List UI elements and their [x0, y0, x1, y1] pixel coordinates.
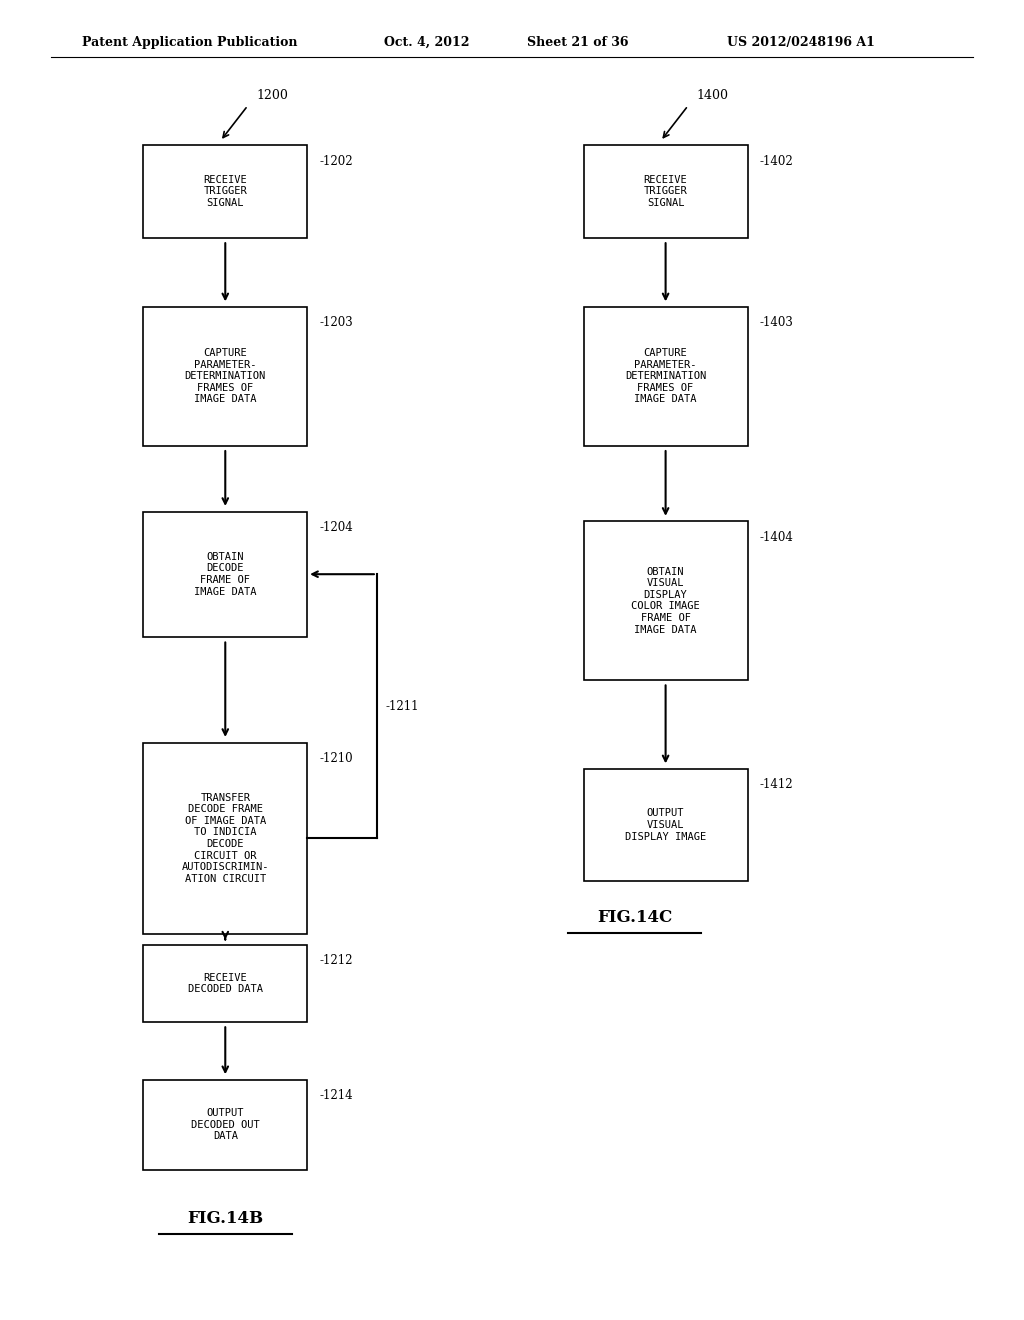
FancyBboxPatch shape — [584, 768, 748, 882]
Text: -1404: -1404 — [760, 531, 794, 544]
Text: -1412: -1412 — [760, 779, 794, 791]
Text: CAPTURE
PARAMETER-
DETERMINATION
FRAMES OF
IMAGE DATA: CAPTURE PARAMETER- DETERMINATION FRAMES … — [625, 348, 707, 404]
Text: OBTAIN
VISUAL
DISPLAY
COLOR IMAGE
FRAME OF
IMAGE DATA: OBTAIN VISUAL DISPLAY COLOR IMAGE FRAME … — [631, 566, 700, 635]
Text: RECEIVE
DECODED DATA: RECEIVE DECODED DATA — [187, 973, 263, 994]
Text: US 2012/0248196 A1: US 2012/0248196 A1 — [727, 36, 874, 49]
Text: OUTPUT
DECODED OUT
DATA: OUTPUT DECODED OUT DATA — [190, 1107, 260, 1142]
Text: RECEIVE
TRIGGER
SIGNAL: RECEIVE TRIGGER SIGNAL — [204, 174, 247, 209]
Text: -1204: -1204 — [319, 521, 353, 533]
FancyBboxPatch shape — [143, 308, 307, 446]
Text: Sheet 21 of 36: Sheet 21 of 36 — [527, 36, 629, 49]
Text: -1214: -1214 — [319, 1089, 353, 1102]
FancyBboxPatch shape — [143, 512, 307, 638]
Text: Patent Application Publication: Patent Application Publication — [82, 36, 297, 49]
Text: -1210: -1210 — [319, 752, 353, 764]
Text: FIG.14B: FIG.14B — [187, 1210, 263, 1226]
Text: RECEIVE
TRIGGER
SIGNAL: RECEIVE TRIGGER SIGNAL — [644, 174, 687, 209]
Text: 1200: 1200 — [256, 88, 288, 102]
Text: OUTPUT
VISUAL
DISPLAY IMAGE: OUTPUT VISUAL DISPLAY IMAGE — [625, 808, 707, 842]
Text: Oct. 4, 2012: Oct. 4, 2012 — [384, 36, 469, 49]
Text: -1212: -1212 — [319, 954, 353, 968]
FancyBboxPatch shape — [143, 145, 307, 238]
Text: OBTAIN
DECODE
FRAME OF
IMAGE DATA: OBTAIN DECODE FRAME OF IMAGE DATA — [194, 552, 257, 597]
Text: FIG.14C: FIG.14C — [597, 909, 673, 925]
FancyBboxPatch shape — [143, 742, 307, 935]
Text: -1402: -1402 — [760, 154, 794, 168]
FancyBboxPatch shape — [584, 145, 748, 238]
Text: -1203: -1203 — [319, 317, 353, 329]
Text: -1202: -1202 — [319, 154, 353, 168]
FancyBboxPatch shape — [143, 945, 307, 1022]
Text: -1403: -1403 — [760, 317, 794, 329]
Text: -1211: -1211 — [385, 700, 419, 713]
FancyBboxPatch shape — [143, 1080, 307, 1170]
Text: CAPTURE
PARAMETER-
DETERMINATION
FRAMES OF
IMAGE DATA: CAPTURE PARAMETER- DETERMINATION FRAMES … — [184, 348, 266, 404]
Text: 1400: 1400 — [696, 88, 728, 102]
FancyBboxPatch shape — [584, 308, 748, 446]
Text: TRANSFER
DECODE FRAME
OF IMAGE DATA
TO INDICIA
DECODE
CIRCUIT OR
AUTODISCRIMIN-
: TRANSFER DECODE FRAME OF IMAGE DATA TO I… — [181, 792, 269, 884]
FancyBboxPatch shape — [584, 521, 748, 680]
